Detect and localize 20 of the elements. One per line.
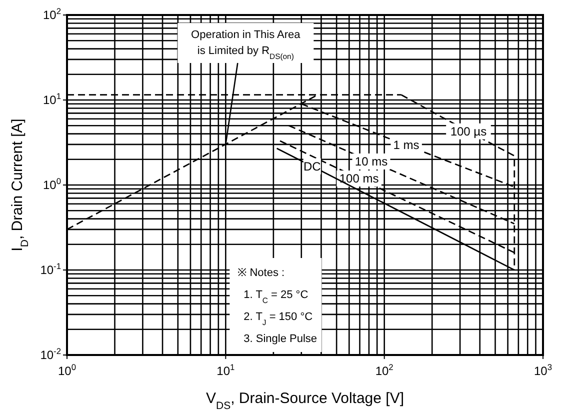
- annotation: 2. T$_{J}$ = 150 °C: [244, 311, 313, 326]
- y-tick-label: 10$^{0}$: [42, 176, 62, 192]
- x-tick-label: 10$^{1}$: [216, 362, 236, 378]
- y-tick-label: 10$^{1}$: [42, 91, 62, 107]
- x-axis-title: V$_{DS}$, Drain-Source Voltage [V]: [206, 390, 404, 412]
- series-label: 100 µs: [450, 124, 487, 138]
- x-tick-label: 10$^{3}$: [534, 362, 552, 378]
- y-tick-label: 10$^{-2}$: [40, 346, 62, 362]
- x-tick-label: 10$^{0}$: [58, 362, 76, 378]
- series-label: 100 ms: [339, 172, 379, 186]
- series-label: 10 ms: [354, 154, 388, 168]
- annotation: Operation in This Area is Limited by R$_{DS(on)}$: [191, 29, 302, 60]
- x-tick-label: 10$^{2}$: [375, 362, 394, 378]
- series-label: DC: [303, 159, 322, 174]
- y-tick-label: 10$^{2}$: [42, 6, 62, 22]
- annotation: ※ Notes :: [238, 267, 285, 279]
- series-label: 1 ms: [393, 138, 420, 152]
- annotation: 1. T$_{C}$ = 25 °C: [244, 289, 308, 304]
- y-tick-label: 10$^{-1}$: [40, 261, 62, 277]
- annotation: 3. Single Pulse: [244, 333, 318, 345]
